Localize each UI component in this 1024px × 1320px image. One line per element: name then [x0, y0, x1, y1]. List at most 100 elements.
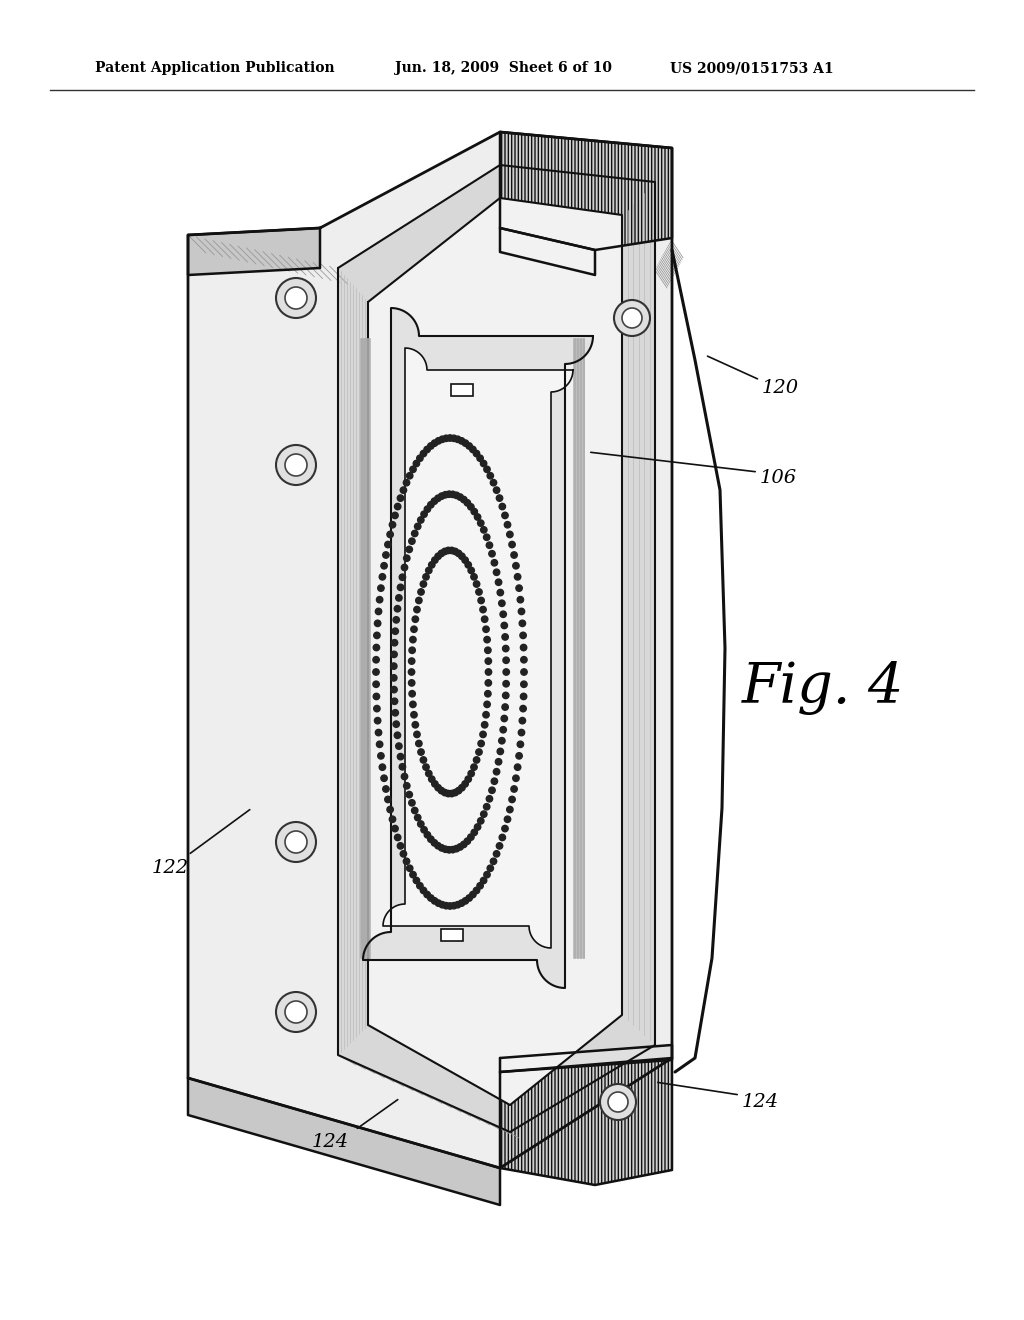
Text: US 2009/0151753 A1: US 2009/0151753 A1	[670, 61, 834, 75]
Circle shape	[443, 903, 450, 909]
Circle shape	[461, 496, 467, 503]
Text: Jun. 18, 2009  Sheet 6 of 10: Jun. 18, 2009 Sheet 6 of 10	[395, 61, 612, 75]
Circle shape	[514, 764, 521, 771]
Circle shape	[477, 520, 484, 527]
Circle shape	[276, 279, 316, 318]
Circle shape	[468, 834, 474, 841]
Circle shape	[519, 718, 525, 723]
Circle shape	[397, 754, 403, 760]
Circle shape	[412, 808, 418, 813]
Circle shape	[446, 903, 454, 909]
Circle shape	[462, 440, 469, 446]
Circle shape	[409, 680, 415, 686]
Text: 106: 106	[760, 469, 797, 487]
Circle shape	[411, 626, 417, 632]
Circle shape	[450, 491, 456, 498]
Circle shape	[285, 1001, 307, 1023]
Circle shape	[499, 503, 506, 510]
Circle shape	[397, 585, 403, 590]
Circle shape	[442, 846, 449, 853]
Circle shape	[416, 597, 422, 603]
Circle shape	[486, 796, 493, 803]
Circle shape	[518, 609, 524, 615]
Circle shape	[494, 768, 500, 775]
Circle shape	[431, 498, 437, 504]
Circle shape	[417, 883, 423, 888]
Circle shape	[414, 731, 420, 738]
Circle shape	[471, 829, 477, 836]
Circle shape	[441, 789, 449, 796]
Circle shape	[395, 595, 402, 601]
Circle shape	[466, 895, 472, 902]
Circle shape	[409, 657, 415, 664]
Circle shape	[461, 841, 467, 847]
Circle shape	[392, 710, 398, 715]
Circle shape	[518, 730, 524, 735]
Bar	[451, 384, 473, 396]
Circle shape	[480, 606, 486, 612]
Circle shape	[480, 527, 487, 533]
Circle shape	[435, 784, 441, 791]
Circle shape	[449, 791, 455, 797]
Circle shape	[438, 788, 444, 793]
Circle shape	[389, 816, 395, 822]
Circle shape	[497, 842, 503, 849]
Polygon shape	[362, 308, 593, 987]
Circle shape	[509, 796, 515, 803]
Circle shape	[409, 690, 416, 697]
Circle shape	[477, 817, 484, 824]
Circle shape	[473, 887, 479, 894]
Circle shape	[477, 883, 483, 888]
Circle shape	[483, 466, 490, 473]
Circle shape	[490, 858, 497, 865]
Circle shape	[435, 495, 441, 502]
Circle shape	[399, 574, 406, 581]
Circle shape	[420, 756, 427, 763]
Bar	[441, 929, 463, 941]
Circle shape	[503, 681, 509, 686]
Circle shape	[480, 810, 487, 817]
Circle shape	[483, 804, 489, 810]
Circle shape	[400, 487, 407, 494]
Circle shape	[494, 487, 500, 494]
Circle shape	[390, 663, 397, 669]
Circle shape	[452, 548, 459, 554]
Circle shape	[501, 715, 508, 722]
Circle shape	[516, 585, 522, 591]
Circle shape	[511, 552, 517, 558]
Circle shape	[435, 842, 441, 849]
Circle shape	[431, 440, 438, 446]
Circle shape	[500, 726, 507, 733]
Circle shape	[387, 531, 393, 537]
Circle shape	[492, 777, 498, 784]
Circle shape	[426, 771, 432, 776]
Polygon shape	[368, 198, 622, 1105]
Circle shape	[483, 871, 490, 878]
Circle shape	[276, 445, 316, 484]
Circle shape	[428, 502, 434, 508]
Circle shape	[483, 535, 489, 540]
Circle shape	[485, 680, 492, 686]
Text: 120: 120	[762, 379, 799, 397]
Circle shape	[410, 871, 416, 878]
Circle shape	[474, 824, 481, 830]
Circle shape	[445, 491, 453, 498]
Circle shape	[511, 785, 517, 792]
Circle shape	[377, 741, 383, 747]
Circle shape	[373, 644, 380, 651]
Circle shape	[520, 632, 526, 639]
Circle shape	[499, 738, 505, 744]
Circle shape	[443, 436, 450, 441]
Circle shape	[394, 834, 400, 841]
Circle shape	[516, 752, 522, 759]
Circle shape	[487, 473, 494, 479]
Circle shape	[457, 843, 464, 850]
Circle shape	[392, 628, 398, 635]
Circle shape	[476, 748, 482, 755]
Circle shape	[418, 517, 424, 523]
Circle shape	[622, 308, 642, 327]
Circle shape	[414, 606, 420, 612]
Circle shape	[403, 783, 410, 789]
Circle shape	[470, 446, 476, 453]
Circle shape	[501, 622, 508, 628]
